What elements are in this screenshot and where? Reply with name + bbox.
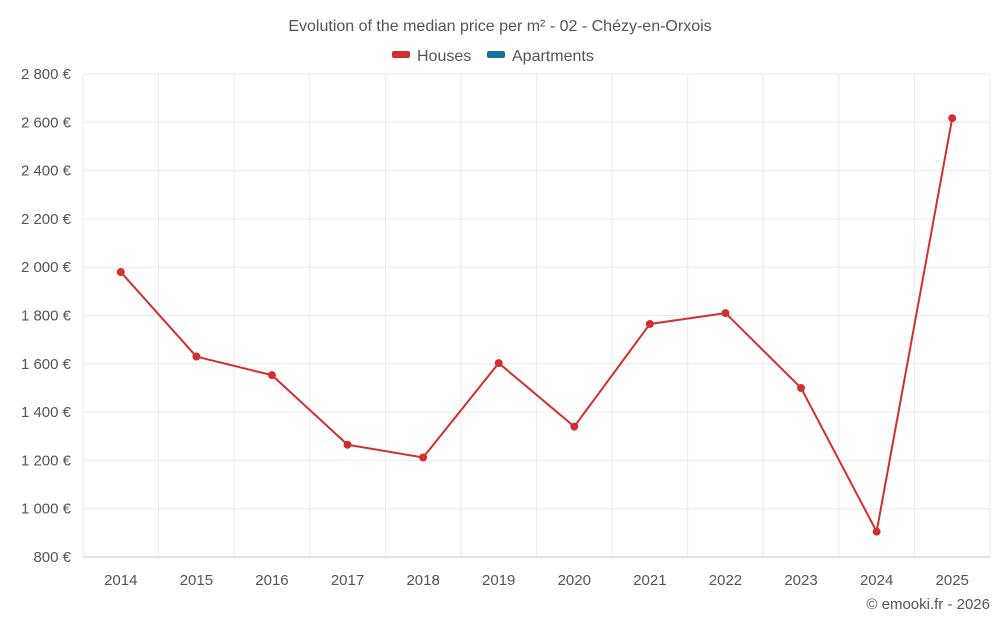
series-line-houses: [120, 118, 954, 533]
series-houses: [116, 114, 957, 536]
x-tick-label: 2021: [633, 572, 666, 589]
legend-item-apartments[interactable]: Apartments: [487, 48, 594, 65]
data-point-houses[interactable]: [192, 352, 201, 361]
y-tick-label: 1 600 €: [21, 356, 72, 373]
x-tick-label: 2022: [709, 572, 742, 589]
x-tick-label: 2019: [482, 572, 515, 589]
x-axis-ticks: 2014 2015 2016 2017 2018 2019 2020 2021 2022 2023…: [104, 572, 969, 589]
legend-item-houses[interactable]: Houses: [392, 48, 471, 65]
x-tick-label: 2025: [936, 572, 969, 589]
data-point-houses[interactable]: [267, 371, 276, 380]
x-tick-label: 2018: [406, 572, 439, 589]
y-tick-label: 2 800 €: [21, 66, 72, 83]
data-point-houses[interactable]: [494, 359, 503, 368]
legend-swatch-apartments: [487, 51, 505, 58]
y-tick-label: 1 400 €: [21, 404, 72, 421]
x-tick-label: 2023: [784, 572, 817, 589]
data-point-houses[interactable]: [721, 309, 730, 318]
data-point-houses[interactable]: [419, 453, 428, 462]
y-tick-label: 2 400 €: [21, 163, 72, 180]
x-tick-label: 2014: [104, 572, 137, 589]
data-point-houses[interactable]: [797, 383, 806, 392]
y-tick-label: 1 800 €: [21, 308, 72, 325]
legend-swatch-houses: [392, 51, 410, 58]
credit-text: © emooki.fr - 2026: [866, 596, 990, 613]
chart-title: Evolution of the median price per m² - 0…: [288, 18, 711, 35]
data-point-houses[interactable]: [343, 440, 352, 449]
y-axis-ticks: 800 € 1 000 € 1 200 € 1 400 € 1 600 € 1 800 €…: [21, 66, 72, 566]
x-tick-label: 2017: [331, 572, 364, 589]
x-tick-label: 2020: [558, 572, 591, 589]
y-tick-label: 1 200 €: [21, 452, 72, 469]
legend: Houses Apartments: [392, 48, 594, 65]
data-point-houses[interactable]: [872, 527, 881, 536]
y-tick-label: 2 000 €: [21, 259, 72, 276]
y-tick-label: 800 €: [33, 549, 71, 566]
x-tick-label: 2024: [860, 572, 893, 589]
y-tick-label: 2 200 €: [21, 211, 72, 228]
legend-label-apartments: Apartments: [512, 48, 594, 65]
y-tick-label: 1 000 €: [21, 501, 72, 518]
x-tick-label: 2015: [180, 572, 213, 589]
y-tick-label: 2 600 €: [21, 114, 72, 131]
legend-label-houses: Houses: [417, 48, 471, 65]
x-tick-label: 2016: [255, 572, 288, 589]
data-point-houses[interactable]: [948, 114, 957, 123]
data-point-houses[interactable]: [645, 319, 654, 328]
data-point-houses[interactable]: [570, 422, 579, 431]
grid: [82, 73, 991, 557]
data-point-houses[interactable]: [116, 268, 125, 277]
